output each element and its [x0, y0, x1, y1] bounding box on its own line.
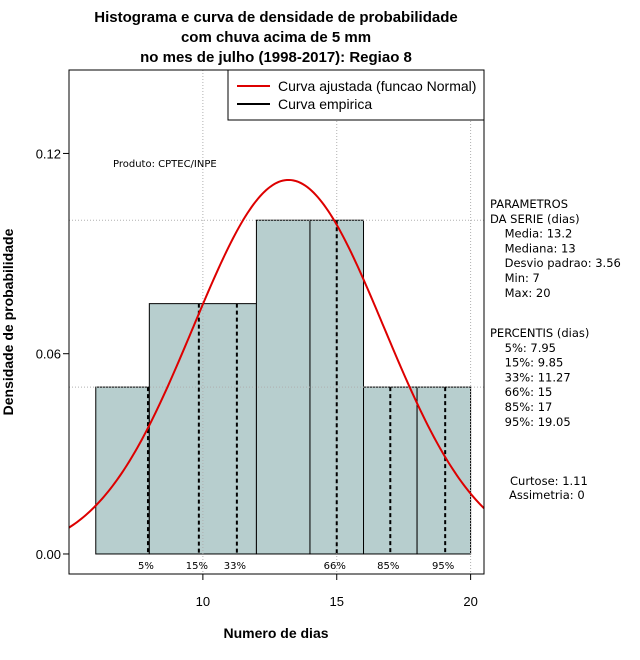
legend: Curva ajustada (funcao Normal) Curva empi…: [227, 69, 485, 121]
x-tick-label: 15: [330, 594, 344, 609]
percentis-line: 15%: 9.85: [490, 356, 563, 370]
normal-curve-layer: [68, 178, 485, 529]
percentile-label: 85%: [377, 561, 399, 572]
chart-title-line: no mes de julho (1998-2017): Regiao 8: [140, 49, 412, 66]
percentile-label: 66%: [324, 561, 346, 572]
legend-box: [227, 69, 485, 121]
parametros-line: Min: 7: [490, 271, 540, 285]
parametros-line: DA SERIE (dias): [490, 212, 580, 226]
percentis-line: 85%: 17: [490, 400, 552, 414]
percentis-line: 66%: 15: [490, 385, 552, 399]
x-axis-label: Numero de dias: [223, 625, 328, 641]
x-tick-label: 10: [196, 594, 210, 609]
parametros-line: Mediana: 13: [490, 241, 576, 255]
percentis-line: 95%: 19.05: [490, 415, 571, 429]
normal-curve: [68, 178, 485, 529]
product-annotation: Produto: CPTEC/INPE: [113, 159, 217, 170]
parametros-line: Max: 20: [490, 286, 551, 300]
y-tick-label: 0.00: [36, 547, 61, 562]
histogram-bar: [363, 386, 418, 555]
chart-title-line: com chuva acima de 5 mm: [181, 29, 371, 46]
chart-title: Histograma e curva de densidade de proba…: [94, 9, 457, 66]
percentile-label: 33%: [224, 561, 246, 572]
parametros-line: Media: 13.2: [490, 227, 572, 241]
assimetria-line: Assimetria: 0: [509, 488, 585, 502]
percentile-label: 15%: [186, 561, 208, 572]
parametros-line: PARAMETROS: [490, 197, 568, 211]
x-tick-label: 20: [463, 594, 477, 609]
curtose-line: Curtose: 1.11: [510, 474, 588, 488]
percentile-lines: 5% 15% 33% 66% 85% 95%: [138, 220, 454, 572]
percentis-line: PERCENTIS (dias): [490, 326, 589, 340]
histogram-bar: [416, 386, 472, 555]
percentile-label: 5%: [138, 561, 154, 572]
percentile-label: 95%: [432, 561, 454, 572]
y-tick-label: 0.12: [36, 146, 61, 161]
grid-overlay: [69, 70, 484, 574]
chart-title-line: Histograma e curva de densidade de proba…: [94, 9, 457, 26]
histogram-bar: [148, 303, 257, 555]
histogram-bar: [255, 219, 311, 555]
parametros-line: Desvio padrao: 3.56: [490, 256, 621, 270]
y-axis-label: Densidade de probabilidade: [0, 228, 16, 415]
y-tick-label: 0.06: [36, 347, 61, 362]
percentis-line: 33%: 11.27: [490, 370, 571, 384]
legend-label: Curva empirica: [278, 96, 372, 112]
legend-label: Curva ajustada (funcao Normal): [278, 78, 476, 94]
percentis-line: 5%: 7.95: [490, 341, 556, 355]
annotation-layer: Produto: CPTEC/INPE: [113, 159, 217, 170]
